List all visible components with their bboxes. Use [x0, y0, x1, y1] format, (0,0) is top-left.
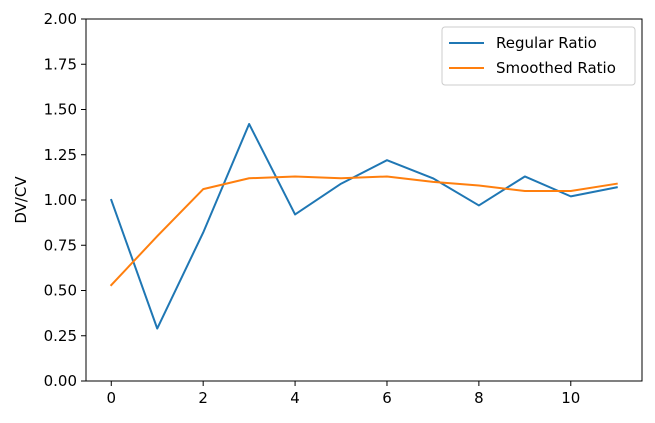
legend-label: Regular Ratio	[496, 34, 597, 52]
y-axis-label: DV/CV	[12, 176, 30, 224]
x-tick-label: 4	[290, 389, 300, 407]
x-tick-label: 6	[382, 389, 392, 407]
y-tick-label: 1.50	[44, 101, 77, 119]
x-tick-label: 10	[561, 389, 580, 407]
y-axis: 0.00 0.25 0.50 0.75 1.00 1.25 1.50 1.75 2.00	[44, 10, 86, 390]
series-layer	[109, 122, 618, 330]
y-tick-label: 2.00	[44, 10, 77, 28]
x-tick-label: 0	[106, 389, 116, 407]
y-tick-label: 1.25	[44, 146, 77, 164]
legend-box	[441, 26, 636, 86]
legend-label: Smoothed Ratio	[496, 59, 616, 77]
y-tick-label: 0.50	[44, 282, 77, 300]
series-line-regular-ratio	[109, 122, 618, 330]
y-tick-label: 1.00	[44, 191, 77, 209]
x-tick-label: 2	[198, 389, 208, 407]
y-tick-label: 0.00	[44, 372, 77, 390]
x-axis: 0 2 4 6 8 10	[106, 381, 580, 407]
y-tick-label: 1.75	[44, 55, 77, 73]
x-tick-label: 8	[474, 389, 484, 407]
legend: Regular Ratio Smoothed Ratio	[441, 26, 636, 86]
y-tick-label: 0.75	[44, 236, 77, 254]
y-tick-label: 0.25	[44, 327, 77, 345]
series-line-smoothed-ratio	[109, 175, 618, 287]
